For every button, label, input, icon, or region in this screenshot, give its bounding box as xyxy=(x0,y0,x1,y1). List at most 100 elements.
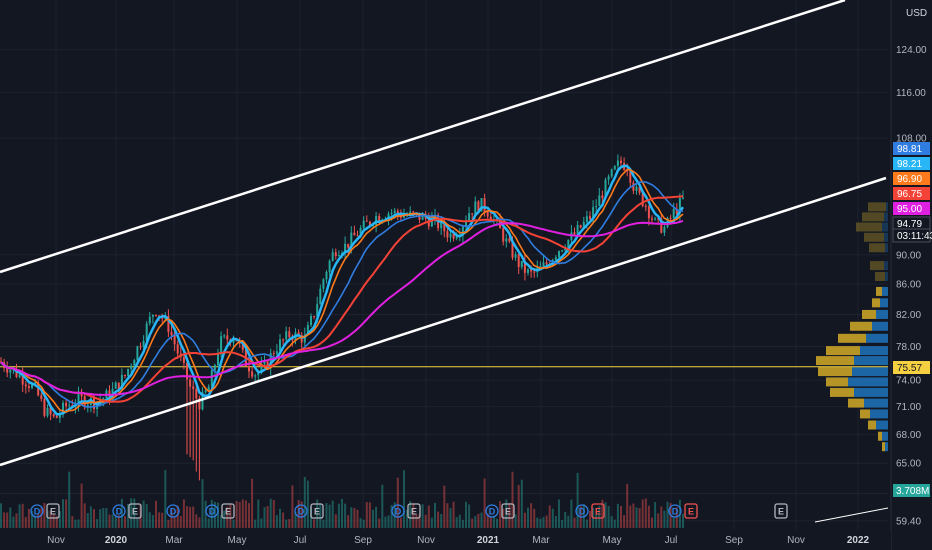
x-tick-label: Mar xyxy=(532,535,550,546)
candle-body xyxy=(313,316,316,318)
volume-bar xyxy=(291,485,294,528)
dividend-marker[interactable] xyxy=(112,504,126,518)
volume-bar xyxy=(616,503,619,528)
volume-bar xyxy=(43,502,46,528)
dividend-marker[interactable] xyxy=(485,504,499,518)
volume-bar xyxy=(55,516,58,528)
volume-bar xyxy=(461,519,464,528)
x-tick-label: Jul xyxy=(294,535,307,546)
volume-bar xyxy=(375,506,378,528)
volume-bar xyxy=(306,480,309,528)
dividend-marker[interactable] xyxy=(294,504,308,518)
earnings-marker[interactable] xyxy=(591,503,605,519)
earnings-marker[interactable] xyxy=(46,503,60,519)
volume-bar xyxy=(542,517,545,528)
candle-body xyxy=(678,198,681,214)
earnings-marker[interactable] xyxy=(774,503,788,519)
candle-body xyxy=(393,210,396,214)
volume-bar xyxy=(654,502,657,528)
volume-bar xyxy=(251,478,254,528)
time-axis[interactable]: Nov 2020 Mar May Jul Sep Nov 2021 Mar May Jul Sep No… xyxy=(0,530,891,550)
volume-bar xyxy=(595,514,598,528)
volume-bar xyxy=(46,511,49,528)
candle-body xyxy=(80,393,83,397)
volume-bar xyxy=(539,518,542,528)
y-tick-label: 74.00 xyxy=(896,376,921,387)
volume-bar xyxy=(260,518,263,528)
candle-body xyxy=(120,374,123,390)
earnings-marker[interactable] xyxy=(310,503,324,519)
volume-bar xyxy=(598,505,601,528)
trend-channel[interactable] xyxy=(0,0,889,523)
dividend-marker[interactable] xyxy=(575,504,589,518)
channel-line-middle[interactable] xyxy=(0,176,887,467)
volume-bar xyxy=(170,508,173,528)
earnings-marker[interactable] xyxy=(407,503,421,519)
candle-body xyxy=(155,314,157,316)
channel-line-upper[interactable] xyxy=(0,0,846,274)
candle-body xyxy=(254,375,257,377)
candle-body xyxy=(37,382,40,396)
candle-body xyxy=(635,186,638,191)
volume-profile-down xyxy=(860,409,870,419)
volume-bar xyxy=(554,516,557,528)
volume-bar xyxy=(458,514,461,528)
y-tick-label: 116.00 xyxy=(896,88,926,99)
volume-bar xyxy=(545,515,548,528)
volume-bar xyxy=(660,506,663,528)
volume-bar xyxy=(613,519,616,528)
volume-bar xyxy=(430,517,433,528)
volume-bar xyxy=(508,503,511,528)
volume-bar xyxy=(117,515,120,528)
dividend-marker[interactable] xyxy=(668,504,682,518)
candle-body xyxy=(434,215,436,218)
event-marker-label: D xyxy=(395,507,402,517)
volume-bar xyxy=(465,501,467,528)
volume-bar xyxy=(34,515,37,528)
volume-bar xyxy=(86,513,89,528)
candle-body xyxy=(443,221,446,232)
x-tick-label: 2022 xyxy=(847,535,870,546)
candle-body xyxy=(328,260,331,272)
volume-bar xyxy=(266,506,269,528)
volume-bar xyxy=(589,510,591,528)
earnings-marker[interactable] xyxy=(128,503,142,519)
candle-body xyxy=(616,160,619,167)
volume-bar xyxy=(176,505,179,528)
volume-bar xyxy=(226,506,229,528)
price-axis[interactable]: 124.00 116.00 108.00 90.00 86.00 82.00 78.00 74… xyxy=(890,0,932,550)
volume-bar xyxy=(207,518,210,528)
candle-body xyxy=(486,211,489,217)
volume-bar xyxy=(424,514,427,528)
volume-bar xyxy=(18,504,21,528)
dividend-marker[interactable] xyxy=(30,504,44,518)
x-tick-label: 2020 xyxy=(105,535,128,546)
volume-bar xyxy=(37,513,40,528)
candle-body xyxy=(24,384,27,387)
candle-body xyxy=(170,331,173,336)
volume-profile-down xyxy=(882,442,885,452)
volume-bar xyxy=(520,479,523,528)
earnings-marker[interactable] xyxy=(501,503,515,519)
candle-body xyxy=(124,374,126,376)
candle-body xyxy=(561,250,564,252)
dividend-marker[interactable] xyxy=(391,504,405,518)
candle-body xyxy=(465,221,467,227)
volume-bar xyxy=(663,510,666,528)
dividend-marker[interactable] xyxy=(166,504,180,518)
volume-bar xyxy=(58,510,61,528)
earnings-marker[interactable] xyxy=(684,503,698,519)
earnings-marker[interactable] xyxy=(221,503,235,519)
channel-line-lower[interactable] xyxy=(814,507,889,523)
volume-profile-down xyxy=(868,202,886,212)
volume-bar xyxy=(564,511,567,528)
candle-body xyxy=(86,404,89,408)
dividend-marker[interactable] xyxy=(205,504,219,518)
volume-bar xyxy=(607,505,610,528)
volume-bar xyxy=(350,507,353,528)
candle-body xyxy=(114,382,117,389)
candle-body xyxy=(151,314,154,317)
volume-bar xyxy=(102,508,105,528)
